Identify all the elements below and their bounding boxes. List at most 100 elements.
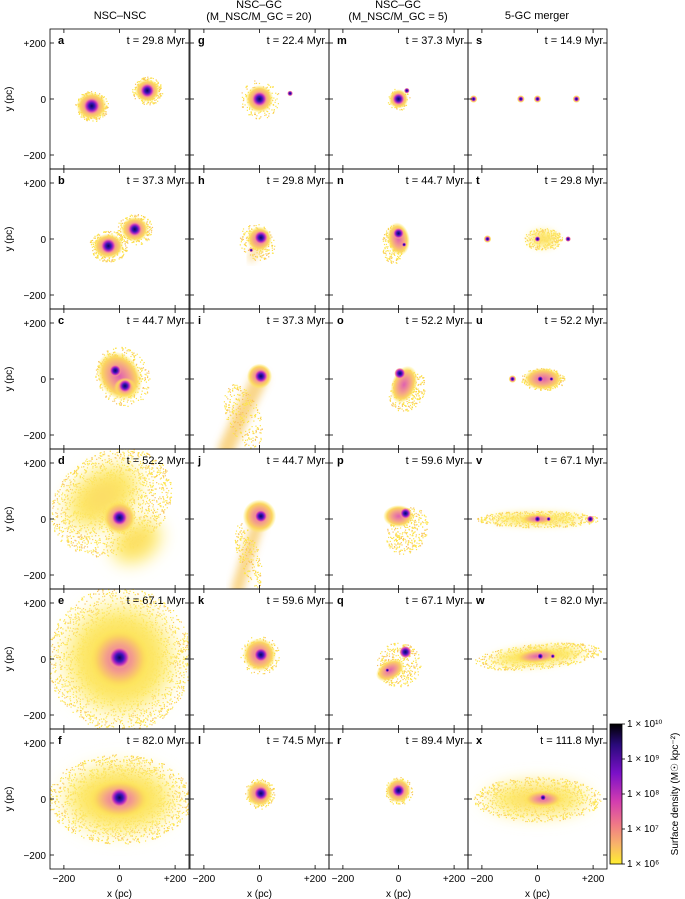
y-tick-label: −200 — [23, 851, 46, 862]
x-tick-label: −200 — [193, 874, 216, 885]
x-tick-label: −200 — [471, 874, 494, 885]
panel-time: t = 82.0 Myr — [545, 595, 604, 607]
panel-d-density-map — [51, 449, 173, 570]
panel-label: u — [476, 315, 483, 327]
y-tick-label: 0 — [40, 795, 46, 806]
y-tick-label: −200 — [23, 431, 46, 442]
panel-l-density-map — [245, 778, 276, 810]
panel-h-density-map — [239, 224, 276, 262]
y-axis-label: y (pc) — [4, 507, 15, 532]
panel-time: t = 67.1 Myr — [127, 595, 186, 607]
panel-time: t = 111.8 Myr — [540, 735, 603, 747]
panel-time: t = 44.7 Myr — [406, 175, 465, 187]
panel-p: p t = 59.6 Myr — [328, 448, 469, 590]
panel-v: v t = 67.1 Myr — [467, 448, 608, 590]
column-title-4-line-1: 5-GC merger — [505, 10, 570, 22]
panel-m-density-map — [387, 87, 411, 111]
panel-g: g t = 22.4 Myr — [189, 28, 330, 170]
column-title-3-line-2: (M_NSC/M_GC = 5) — [348, 11, 447, 23]
x-tick-label: 0 — [396, 874, 402, 885]
panel-time: t = 29.8 Myr — [267, 175, 326, 187]
panel-time: t = 29.8 Myr — [545, 175, 604, 187]
y-axis-label: y (pc) — [4, 227, 15, 252]
panel-b: b t = 37.3 Myr +200 0 −200 y (pc) — [4, 168, 190, 310]
y-tick-label: −200 — [23, 571, 46, 582]
panel-a: a t = 29.8 Myr +200 0 −200 y (pc) — [4, 28, 190, 170]
y-axis-label: y (pc) — [4, 367, 15, 392]
column-title-1-line-1: NSC–NSC — [94, 10, 147, 22]
y-tick-label: +200 — [23, 39, 46, 50]
panel-g-density-map — [241, 80, 293, 120]
panel-u: u t = 52.2 Myr — [467, 308, 608, 450]
y-tick-label: −200 — [23, 711, 46, 722]
panel-label: k — [198, 595, 205, 607]
y-tick-label: 0 — [40, 515, 46, 526]
panel-s: s t = 14.9 Myr — [467, 28, 608, 170]
panel-a-density-map — [75, 76, 164, 123]
colorbar-label: Surface density (M☉ kpc⁻²) — [670, 733, 681, 856]
panel-o-density-map — [388, 365, 426, 412]
panel-time: t = 67.1 Myr — [545, 455, 604, 467]
panel-time: t = 52.2 Myr — [406, 315, 465, 327]
panel-time: t = 37.3 Myr — [267, 315, 326, 327]
x-tick-label: 0 — [117, 874, 123, 885]
panel-time: t = 59.6 Myr — [267, 595, 326, 607]
panel-label: b — [58, 175, 65, 187]
panel-time: t = 37.3 Myr — [406, 35, 465, 47]
panel-q: q t = 67.1 Myr — [328, 588, 469, 730]
panel-v-density-map — [477, 510, 599, 529]
panel-label: n — [337, 175, 344, 187]
panel-time: t = 22.4 Myr — [267, 35, 326, 47]
y-tick-label: +200 — [23, 319, 46, 330]
panel-label: v — [476, 455, 483, 467]
panel-p-density-map — [383, 505, 429, 555]
x-tick-label: +200 — [443, 874, 466, 885]
panel-e: e t = 67.1 Myr +200 0 −200 y (pc) — [4, 588, 190, 730]
panel-time: t = 44.7 Myr — [127, 315, 186, 327]
panel-j: j t = 44.7 Myr — [189, 448, 330, 590]
panel-q-density-map — [376, 642, 422, 688]
panel-label: i — [198, 315, 201, 327]
panel-label: m — [337, 35, 347, 47]
x-tick-label: −200 — [53, 874, 76, 885]
panel-i: i t = 37.3 Myr — [189, 308, 330, 450]
panel-label: o — [337, 315, 344, 327]
panel-label: x — [476, 735, 483, 747]
panel-c-density-map — [95, 346, 151, 407]
colorbar-tick-label: 1 × 10⁷ — [627, 824, 659, 835]
panel-time: t = 89.4 Myr — [406, 735, 465, 747]
y-tick-label: 0 — [40, 95, 46, 106]
panel-time: t = 52.2 Myr — [127, 455, 186, 467]
panel-f: f t = 82.0 Myr +200 0 −200 y (pc) −200 0 +200 x (… — [4, 728, 190, 899]
y-axis-label: y (pc) — [4, 787, 15, 812]
panel-label: j — [197, 455, 201, 467]
panel-k-density-map — [240, 636, 280, 675]
panel-label: w — [475, 595, 485, 607]
panel-i-density-map — [218, 363, 273, 449]
colorbar-tick-label: 1 × 10⁸ — [627, 789, 659, 800]
x-axis-label: x (pc) — [247, 889, 272, 899]
x-tick-label: +200 — [164, 874, 187, 885]
panel-a-frame — [49, 28, 190, 170]
panel-b-density-map — [89, 214, 154, 263]
panel-time: t = 52.2 Myr — [545, 315, 604, 327]
panel-e-density-map — [50, 589, 189, 729]
panel-l: l t = 74.5 Myr −200 0 +200 x (pc) — [189, 728, 330, 899]
panel-label: d — [58, 455, 65, 467]
x-axis-label: x (pc) — [107, 889, 132, 899]
y-tick-label: 0 — [40, 235, 46, 246]
panel-time: t = 37.3 Myr — [127, 175, 186, 187]
x-axis-label: x (pc) — [386, 889, 411, 899]
panel-n-density-map — [382, 222, 410, 264]
panel-time: t = 74.5 Myr — [267, 735, 326, 747]
column-title-2-line-2: (M_NSC/M_GC = 20) — [206, 11, 311, 23]
y-tick-label: +200 — [23, 599, 46, 610]
panel-time: t = 29.8 Myr — [127, 35, 186, 47]
panel-time: t = 59.6 Myr — [406, 455, 465, 467]
panel-label: l — [198, 735, 201, 747]
y-tick-label: 0 — [40, 375, 46, 386]
y-tick-label: −200 — [23, 291, 46, 302]
panel-grid: a t = 29.8 Myr +200 0 −200 y (pc) g t = 22.4 My… — [4, 28, 608, 899]
